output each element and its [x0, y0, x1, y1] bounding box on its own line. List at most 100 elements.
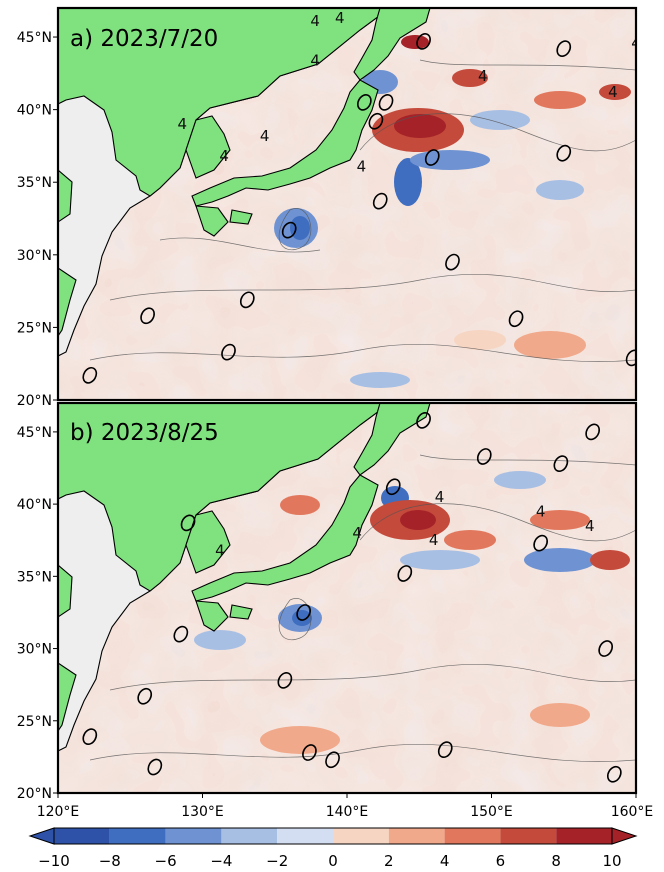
- eddy-ellipse: [416, 33, 431, 50]
- eddy-ellipse: [445, 253, 460, 271]
- contour-label: 4: [352, 524, 362, 542]
- colorbar-tick-label: −8: [99, 852, 121, 870]
- lon-ticks: 120°E 130°E 140°E 150°E 160°E: [37, 793, 654, 820]
- contour-label: 4: [429, 531, 439, 549]
- panel-a-lat-ticks: 20°N 25°N 30°N 35°N 40°N 45°N: [17, 30, 58, 409]
- eddy-ellipse: [296, 604, 312, 621]
- eddy-ellipse: [508, 310, 524, 328]
- contour-label: 4: [435, 488, 445, 506]
- eddy-ellipse: [556, 40, 572, 58]
- eddy-ellipse: [82, 366, 98, 384]
- lat-tick-label: 20°N: [17, 393, 52, 409]
- lon-tick-label: 140°E: [326, 804, 369, 820]
- eddy-ellipse: [180, 514, 196, 532]
- eddy-ellipse: [140, 307, 155, 325]
- lat-tick-label: 25°N: [17, 320, 52, 336]
- colorbar-min-extend: [28, 827, 55, 845]
- panel-a-land: [58, 8, 431, 357]
- contour-label: 4: [608, 83, 618, 101]
- lon-tick-label: 160°E: [611, 804, 654, 820]
- panel-b: 4 4 4 4 4 4 b) 2023/8/25 20°N 25°N 30°N 35°N 40°N…: [17, 401, 638, 802]
- colorbar-swatch: [388, 828, 445, 844]
- colorbar-tick-label: −6: [155, 852, 177, 870]
- eddy-ellipse: [137, 687, 153, 705]
- eddy-ellipse: [82, 728, 98, 746]
- panel-b-label: b) 2023/8/25: [70, 420, 219, 446]
- colorbar-swatch: [54, 828, 110, 844]
- colorbar-swatch: [277, 828, 333, 844]
- contour-label: 4: [215, 541, 225, 559]
- colorbar-swatch: [109, 828, 166, 844]
- eddy-ellipse: [476, 448, 492, 465]
- lat-tick-label: 40°N: [17, 103, 52, 119]
- lat-tick-label: 30°N: [17, 642, 52, 658]
- eddy-ellipse: [147, 758, 163, 776]
- colorbar-tick-label: 10: [602, 852, 621, 870]
- lat-tick-label: 40°N: [17, 497, 52, 513]
- lat-tick-label: 30°N: [17, 248, 52, 264]
- eddy-ellipse: [385, 478, 401, 496]
- colorbar-swatch: [556, 828, 612, 844]
- panel-a-contours: [89, 59, 636, 362]
- eddy-ellipse: [277, 671, 293, 689]
- contour-label: 4: [310, 12, 320, 30]
- eddy-ellipse: [397, 565, 413, 582]
- eddy-ellipse: [533, 534, 548, 552]
- eddy-ellipse: [368, 112, 384, 130]
- eddy-ellipse: [625, 349, 636, 367]
- panel-a-label: a) 2023/7/20: [70, 26, 218, 52]
- colorbar-swatch: [333, 828, 389, 844]
- panel-b-contour-labels: 4 4 4 4 4 4: [215, 488, 594, 559]
- eddy-ellipse: [606, 765, 622, 783]
- colorbar-swatch: [221, 828, 278, 844]
- colorbar-tick-label: −2: [266, 852, 288, 870]
- lon-tick-label: 130°E: [181, 804, 224, 820]
- eddy-ellipse: [221, 343, 236, 361]
- eddy-ellipse: [372, 192, 388, 210]
- eddy-ellipse: [416, 411, 431, 429]
- colorbar-tick-label: −4: [210, 852, 232, 870]
- panel-b-lat-ticks: 20°N 25°N 30°N 35°N 40°N 45°N: [17, 425, 58, 802]
- colorbar-tick-label: −10: [38, 852, 70, 870]
- contour-label: 4: [219, 147, 229, 165]
- colorbar-tick-label: 4: [440, 852, 450, 870]
- eddy-ellipse: [356, 94, 372, 111]
- contour-label: 4: [536, 502, 546, 520]
- colorbar-swatch: [500, 828, 557, 844]
- eddy-ellipse: [281, 221, 297, 239]
- colorbar-frame: [53, 827, 613, 845]
- colorbar-tick-label: 8: [551, 852, 561, 870]
- colorbar-swatch: [165, 828, 222, 844]
- contour-label: 4: [260, 127, 270, 145]
- lat-tick-label: 45°N: [17, 425, 52, 441]
- contour-label: 4: [177, 115, 187, 133]
- colorbar-tick-label: 6: [496, 852, 506, 870]
- panel-b-positive-anomalies: [260, 495, 630, 754]
- eddy-ellipse: [556, 144, 572, 162]
- contour-label: 4: [631, 34, 641, 52]
- contour-label: 4: [585, 517, 595, 535]
- panel-b-negative-anomalies: [194, 471, 596, 650]
- contour-label: 4: [478, 67, 488, 85]
- panel-a-eddy-markers: [82, 33, 636, 384]
- panel-b-eddy-markers: [82, 411, 622, 783]
- colorbar: −10 −8 −6 −4 −2 0 2 4 6 8 10: [28, 827, 638, 870]
- eddy-ellipse: [424, 149, 440, 166]
- panel-b-contours: [89, 454, 636, 762]
- lat-tick-label: 25°N: [17, 714, 52, 730]
- panel-a-frame: [56, 6, 638, 402]
- eddy-ellipse: [598, 640, 614, 657]
- contour-label: 4: [335, 9, 345, 27]
- contour-label: 4: [357, 157, 367, 175]
- colorbar-tick-label: 0: [328, 852, 338, 870]
- lat-tick-label: 20°N: [17, 786, 52, 802]
- lon-tick-label: 120°E: [37, 804, 80, 820]
- eddy-ellipse: [302, 744, 317, 761]
- eddy-ellipse: [239, 291, 255, 309]
- panel-a-positive-anomalies: [372, 35, 631, 359]
- eddy-ellipse: [585, 423, 601, 441]
- lat-tick-label: 35°N: [17, 175, 52, 191]
